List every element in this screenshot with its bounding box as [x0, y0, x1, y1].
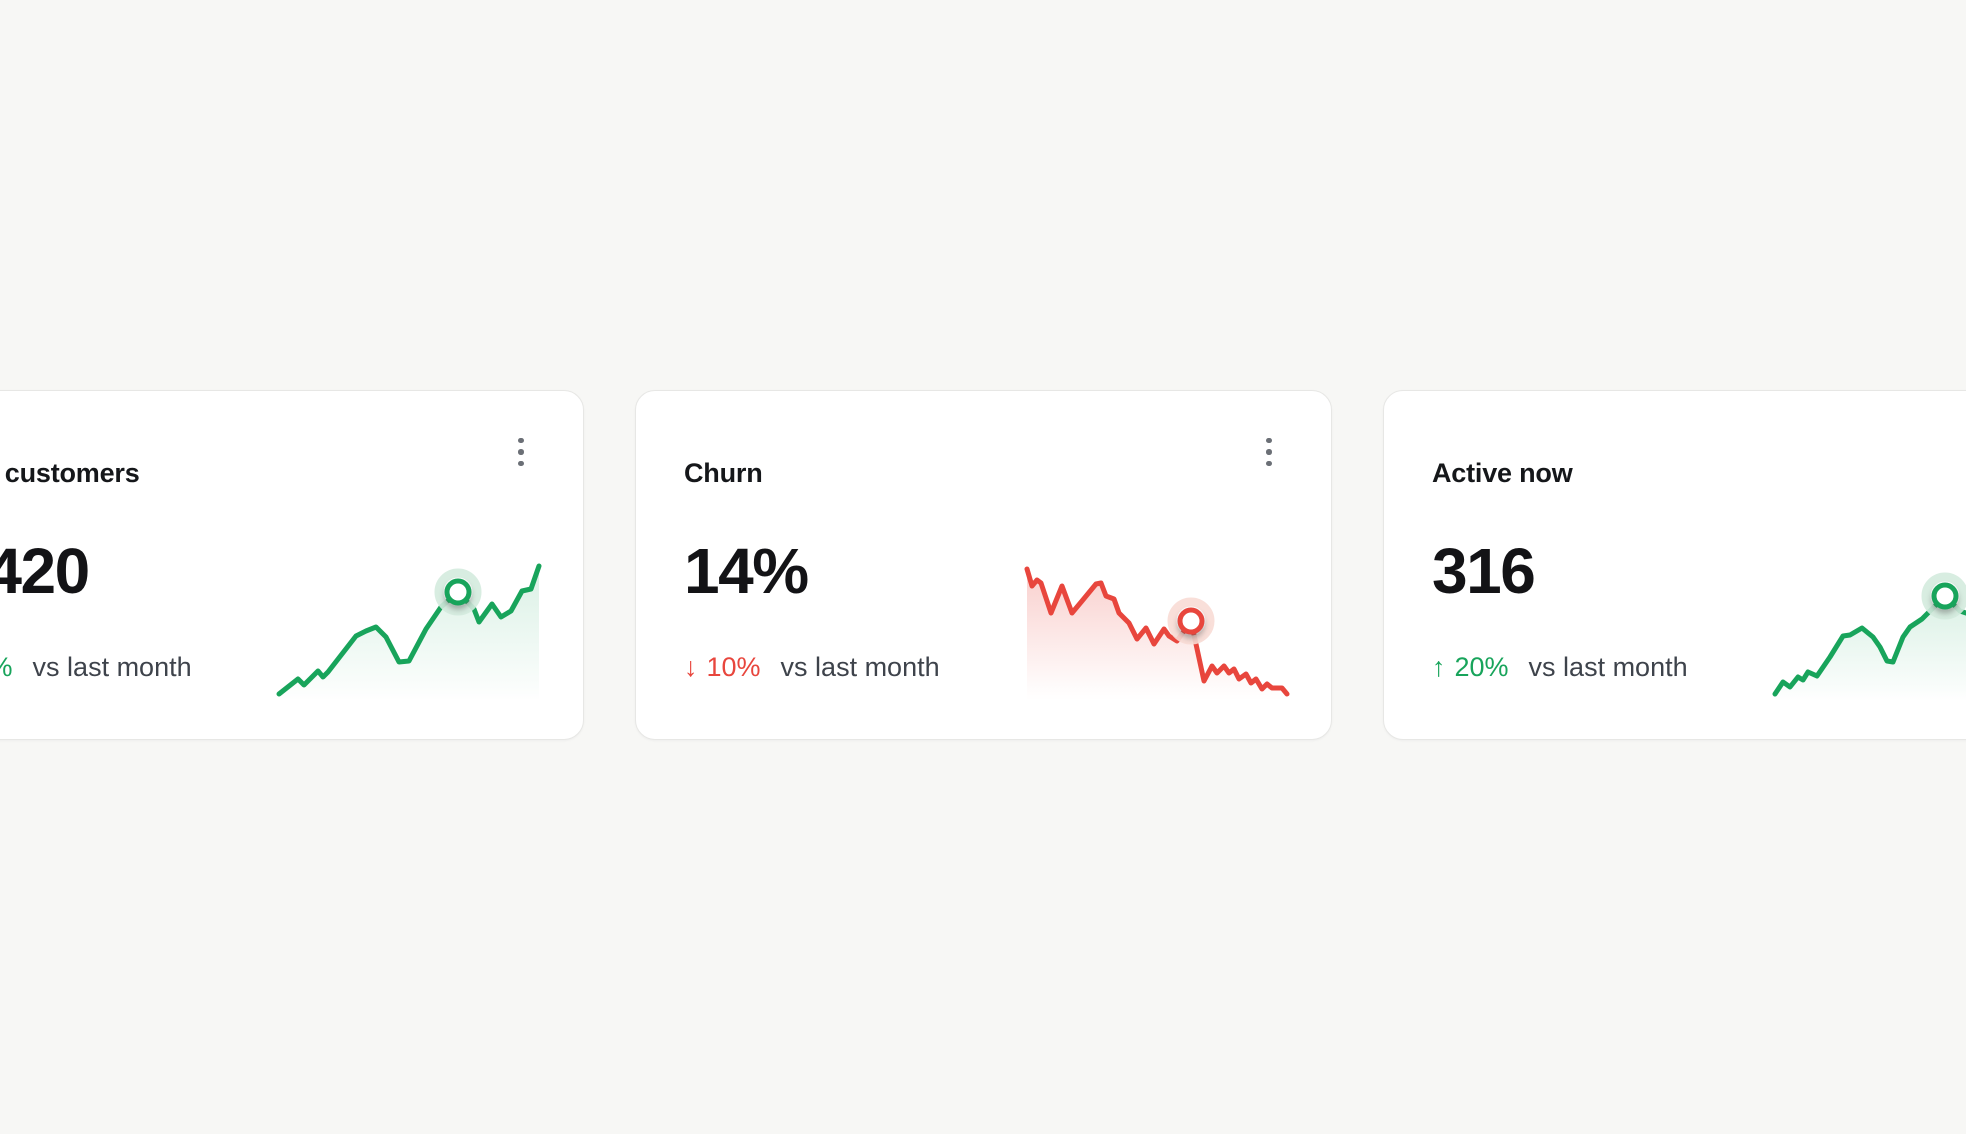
- kebab-menu-icon: [518, 437, 524, 444]
- metric-card-churn: Churn 14% ↓ 10% vs last month: [635, 390, 1332, 740]
- delta-value: 20%: [1454, 652, 1509, 682]
- delta-comparison: vs last month: [32, 652, 192, 682]
- delta-value: 10%: [706, 652, 761, 682]
- card-title: Active now: [1432, 458, 1573, 489]
- kebab-menu-button[interactable]: [1249, 431, 1289, 473]
- metric-value: 2,420: [0, 535, 90, 607]
- kebab-menu-icon: [518, 460, 524, 467]
- kebab-menu-icon: [1266, 449, 1272, 455]
- card-title: Total customers: [0, 458, 140, 489]
- arrow-down-icon: ↓: [684, 652, 698, 682]
- metric-card-total-customers: Total customers 2,420 ↑ 40% vs last mont…: [0, 390, 584, 740]
- metric-value: 14%: [684, 535, 809, 607]
- arrow-up-icon: ↑: [1432, 652, 1446, 682]
- kebab-menu-icon: [1266, 437, 1272, 444]
- metric-card-active-now: Active now 316 ↑ 20% vs last month: [1383, 390, 1966, 740]
- delta-row: ↑ 40% vs last month: [0, 651, 192, 683]
- metric-value: 316: [1432, 535, 1536, 607]
- delta-value: 40%: [0, 651, 13, 683]
- kebab-menu-icon: [518, 449, 524, 455]
- sparkline-chart-up: [276, 563, 542, 701]
- delta-comparison: vs last month: [780, 652, 940, 682]
- kebab-menu-icon: [1266, 460, 1272, 467]
- sparkline-chart-down: [1024, 566, 1290, 701]
- sparkline-chart-up: [1772, 572, 1966, 701]
- card-title: Churn: [684, 458, 763, 489]
- delta-row: ↑ 20% vs last month: [1432, 651, 1688, 683]
- kebab-menu-button[interactable]: [501, 431, 541, 473]
- delta-row: ↓ 10% vs last month: [684, 651, 940, 683]
- delta-comparison: vs last month: [1528, 652, 1688, 682]
